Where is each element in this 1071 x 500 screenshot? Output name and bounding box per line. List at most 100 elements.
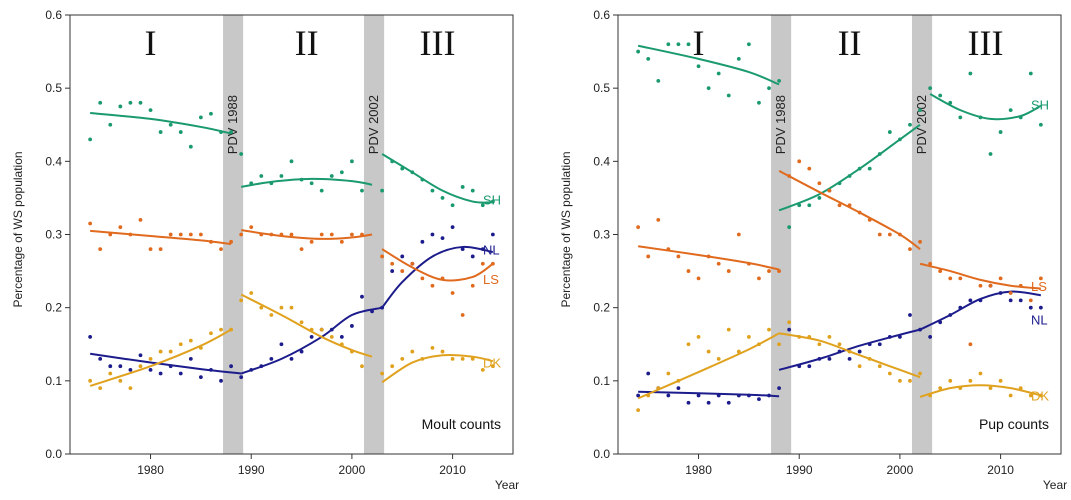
data-point-sh-39 bbox=[1028, 71, 1033, 76]
data-point-ls-13 bbox=[767, 269, 771, 273]
data-point-ls-24 bbox=[877, 232, 882, 237]
data-point-dk-23 bbox=[319, 327, 324, 332]
data-point-nl-1 bbox=[646, 371, 651, 376]
data-point-dk-37 bbox=[470, 356, 475, 361]
data-point-sh-37 bbox=[470, 188, 475, 193]
data-point-dk-2 bbox=[108, 371, 113, 376]
data-point-nl-13 bbox=[219, 378, 223, 383]
data-point-ls-31 bbox=[410, 261, 415, 266]
y-tick-label-1: 0.1 bbox=[45, 374, 62, 388]
data-point-ls-33 bbox=[430, 283, 435, 288]
series-dk bbox=[88, 291, 495, 391]
data-point-ls-37 bbox=[1008, 291, 1013, 295]
data-point-sh-25 bbox=[339, 170, 344, 175]
data-point-dk-30 bbox=[400, 356, 405, 361]
data-point-sh-19 bbox=[279, 174, 284, 178]
data-point-nl-17 bbox=[807, 364, 812, 369]
fit-line-ls-1 bbox=[241, 229, 373, 240]
data-point-ls-39 bbox=[1028, 298, 1033, 303]
data-point-nl-40 bbox=[1038, 305, 1043, 310]
pdv-label-0: PDV 1988 bbox=[773, 95, 788, 154]
data-point-nl-7 bbox=[158, 371, 163, 376]
data-point-nl-19 bbox=[279, 342, 284, 347]
data-point-ls-6 bbox=[148, 247, 153, 252]
series-ls bbox=[88, 217, 495, 317]
x-tick-label-1: 1990 bbox=[238, 463, 265, 477]
data-point-nl-11 bbox=[198, 375, 203, 380]
data-point-sh-1 bbox=[98, 100, 103, 105]
data-point-dk-31 bbox=[948, 378, 953, 383]
period-label-0: I bbox=[145, 23, 157, 63]
fit-line-ls-2 bbox=[919, 262, 1041, 290]
data-point-sh-15 bbox=[239, 152, 244, 156]
data-point-ls-0 bbox=[88, 221, 93, 226]
y-tick-label-5: 0.5 bbox=[593, 81, 610, 95]
data-point-ls-28 bbox=[918, 239, 922, 244]
fit-line-sh-2 bbox=[381, 153, 493, 204]
data-point-sh-5 bbox=[686, 42, 691, 47]
data-point-ls-21 bbox=[299, 247, 304, 252]
data-point-dk-6 bbox=[696, 335, 701, 339]
data-point-dk-28 bbox=[918, 371, 922, 376]
data-point-ls-0 bbox=[636, 225, 641, 230]
data-point-dk-9 bbox=[178, 342, 183, 347]
y-tick-label-1: 0.1 bbox=[593, 374, 610, 388]
data-point-dk-15 bbox=[787, 320, 792, 325]
data-point-dk-20 bbox=[837, 342, 842, 347]
series-ls bbox=[636, 159, 1043, 347]
data-point-nl-34 bbox=[430, 232, 435, 237]
data-point-dk-6 bbox=[148, 356, 153, 361]
data-point-dk-24 bbox=[877, 364, 882, 369]
data-point-ls-40 bbox=[1038, 276, 1043, 281]
data-point-sh-17 bbox=[807, 203, 812, 208]
data-point-nl-7 bbox=[706, 400, 711, 405]
data-point-sh-32 bbox=[958, 115, 963, 120]
data-point-sh-0 bbox=[88, 137, 93, 142]
data-point-sh-8 bbox=[716, 71, 721, 76]
data-point-dk-4 bbox=[128, 386, 133, 391]
data-point-sh-0 bbox=[636, 49, 641, 54]
x-tick-label-0: 1980 bbox=[685, 463, 712, 477]
data-point-dk-14 bbox=[777, 342, 781, 347]
data-point-sh-20 bbox=[289, 159, 294, 164]
data-point-ls-17 bbox=[807, 166, 812, 171]
data-point-ls-30 bbox=[938, 269, 943, 273]
data-point-nl-37 bbox=[460, 247, 465, 252]
data-point-ls-19 bbox=[827, 188, 832, 193]
series-sh bbox=[636, 42, 1043, 230]
data-point-ls-14 bbox=[229, 239, 233, 244]
x-tick-label-3: 2010 bbox=[439, 463, 466, 477]
data-point-nl-14 bbox=[777, 386, 781, 391]
fit-line-sh-1 bbox=[240, 177, 373, 188]
data-point-sh-6 bbox=[696, 64, 701, 69]
data-point-dk-33 bbox=[968, 378, 973, 383]
data-point-nl-26 bbox=[350, 324, 354, 328]
data-point-sh-8 bbox=[168, 122, 173, 127]
data-point-nl-31 bbox=[400, 254, 405, 259]
data-point-nl-22 bbox=[857, 349, 862, 354]
data-point-ls-31 bbox=[948, 276, 953, 281]
data-point-sh-5 bbox=[138, 100, 143, 105]
fit-line-sh-0 bbox=[637, 44, 780, 86]
fit-line-ls-1 bbox=[778, 169, 921, 250]
data-point-ls-33 bbox=[968, 342, 973, 347]
data-point-dk-8 bbox=[168, 349, 173, 354]
data-point-nl-10 bbox=[188, 356, 193, 361]
data-point-dk-24 bbox=[329, 335, 334, 339]
data-point-sh-10 bbox=[188, 144, 193, 149]
data-point-dk-31 bbox=[410, 349, 415, 354]
period-label-2: III bbox=[420, 23, 456, 63]
series-label-sh: SH bbox=[1031, 97, 1049, 112]
fit-line-sh-1 bbox=[778, 123, 921, 212]
data-point-dk-18 bbox=[817, 342, 822, 347]
data-point-nl-15 bbox=[239, 375, 244, 380]
data-point-dk-30 bbox=[938, 386, 943, 391]
y-axis-label: Percentage of WS population bbox=[11, 151, 25, 307]
data-point-sh-3 bbox=[666, 42, 671, 47]
data-point-ls-36 bbox=[460, 313, 465, 317]
data-point-ls-28 bbox=[380, 254, 385, 259]
fit-line-dk-1 bbox=[778, 332, 921, 379]
data-point-sh-28 bbox=[918, 108, 922, 113]
data-point-nl-40 bbox=[490, 232, 495, 237]
data-point-dk-3 bbox=[666, 371, 671, 376]
